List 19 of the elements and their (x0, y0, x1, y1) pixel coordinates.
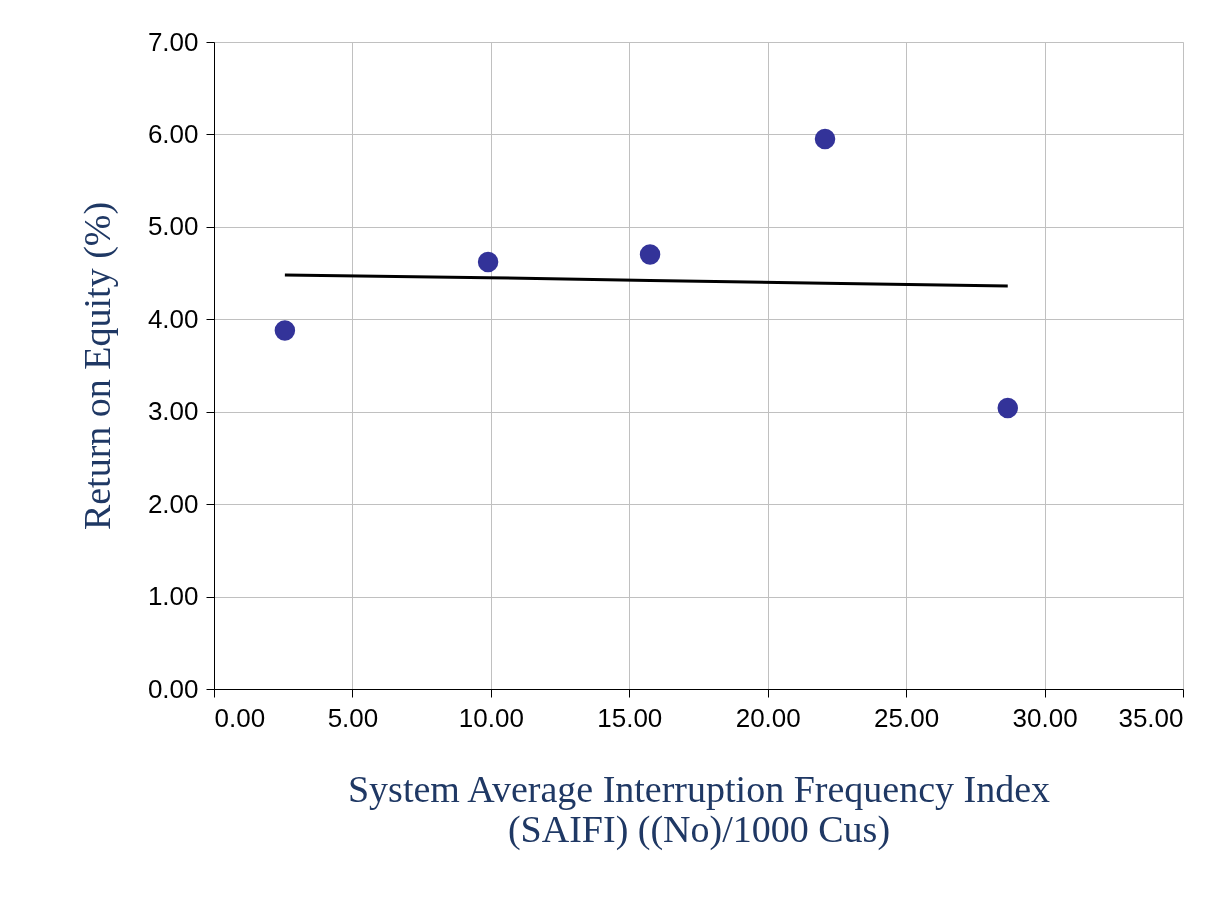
y-tick-label: 7.00 (147, 26, 199, 57)
y-tick-label: 4.00 (147, 303, 199, 334)
x-tick-label: 20.00 (735, 702, 801, 733)
y-tick-label: 6.00 (147, 118, 199, 149)
y-tick-label: 2.00 (147, 488, 199, 519)
y-tick-label: 3.00 (147, 396, 199, 427)
x-axis-title: System Average Interruption Frequency Index (SAIFI) ((No)/1000 Cus) (347, 767, 1051, 851)
x-tick-label: 15.00 (597, 702, 663, 733)
x-tick-label: 10.00 (458, 702, 524, 733)
x-tick-label: 0.00 (214, 702, 266, 733)
x-tick-label: 35.00 (1118, 702, 1184, 733)
y-tick-label: 5.00 (147, 211, 199, 242)
y-tick-label: 1.00 (147, 581, 199, 612)
line-series (283, 273, 1010, 288)
x-tick-label: 25.00 (874, 702, 940, 733)
y-tick-label: 0.00 (147, 673, 199, 704)
x-tick-label: 5.00 (327, 702, 379, 733)
y-axis-title: Return on Equity (%) (75, 201, 119, 531)
x-tick-label: 30.00 (1012, 702, 1078, 733)
